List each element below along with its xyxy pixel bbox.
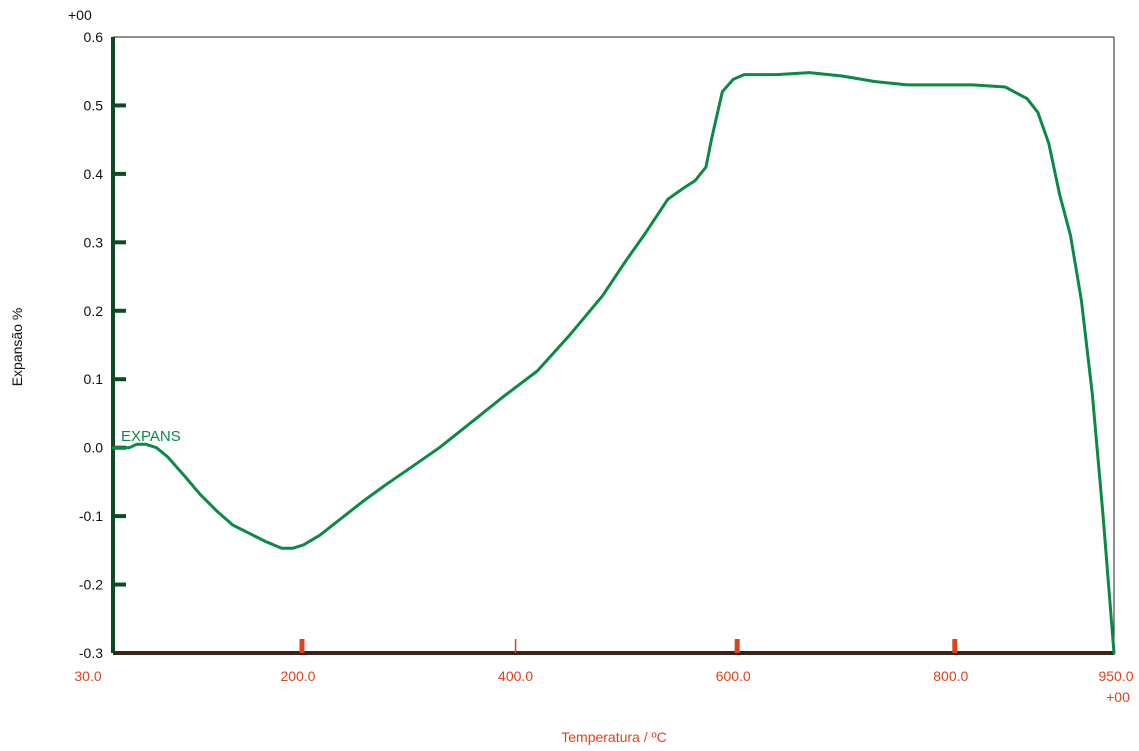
bottom-corner-label: +00	[1106, 689, 1130, 705]
series-area	[111, 71, 1116, 655]
top-corner-label: +00	[68, 7, 92, 23]
y-tick-label: 0.3	[84, 234, 104, 250]
x-tick-label: 400.0	[498, 668, 533, 684]
x-tick-label: 950.0	[1098, 668, 1133, 684]
x-tick-label: 600.0	[716, 668, 751, 684]
x-tick-label: 30.0	[74, 668, 101, 684]
y-tick-label: 0.5	[84, 97, 104, 113]
x-tick-label: 200.0	[280, 668, 315, 684]
x-tick-label: 800.0	[933, 668, 968, 684]
y-axis-title: Expansão %	[9, 308, 25, 387]
y-tick-label: -0.1	[79, 508, 103, 524]
y-tick-label: -0.3	[79, 645, 103, 661]
x-axis-title: Temperatura / ºC	[561, 729, 667, 745]
y-tick-label: 0.0	[84, 440, 104, 456]
y-tick-label: 0.1	[84, 371, 104, 387]
y-tick-label: 0.6	[84, 29, 104, 45]
y-axis: 0.6 0.5 0.4 0.3 0.2 0.1 0.0 -0.1 -0.2 -0.3	[79, 29, 1115, 661]
y-tick-label: 0.4	[84, 166, 104, 182]
x-axis: 30.0 200.0 400.0 600.0 800.0 950.0	[74, 639, 1134, 684]
series-label-expans: EXPANS	[121, 428, 181, 445]
series-line-expans	[111, 71, 1116, 655]
y-tick-label: 0.2	[84, 303, 104, 319]
y-tick-label: -0.2	[79, 577, 103, 593]
